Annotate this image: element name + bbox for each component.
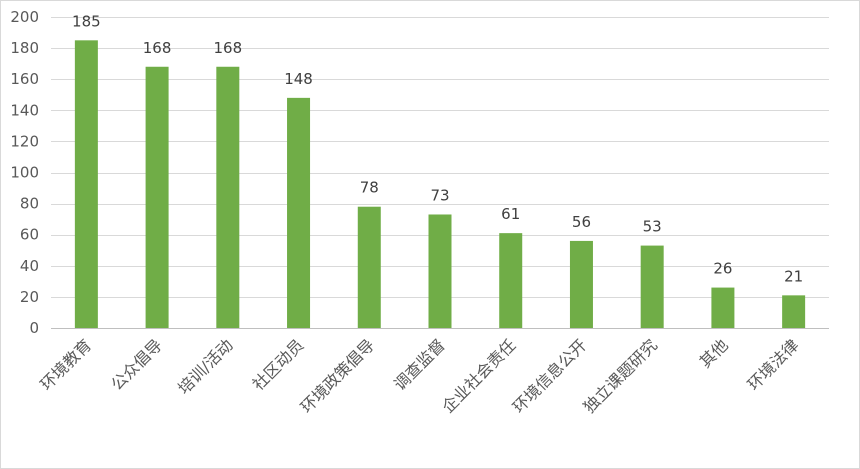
gridlines [51,17,829,329]
y-axis-ticks: 0 20 40 60 80 100 120 140 160 180 200 [10,8,39,337]
bar [74,40,98,328]
bar [428,214,452,328]
category-label: 社区动员 [249,335,308,394]
bar [145,66,169,328]
category-label: 其他 [696,335,732,371]
y-tick-label: 100 [10,164,39,182]
y-tick-label: 40 [20,257,39,275]
data-label: 56 [572,213,591,231]
bar [499,233,523,328]
category-label: 环境政策倡导 [297,335,378,416]
data-label: 78 [360,179,379,197]
data-labels: 185 168 168 148 78 73 61 56 53 26 21 [72,12,803,285]
bar [357,206,381,328]
y-tick-label: 180 [10,39,39,57]
data-label: 73 [430,186,449,204]
data-label: 26 [713,260,732,278]
category-label: 环境教育 [36,335,95,394]
category-label: 调查监督 [390,335,449,394]
data-label: 168 [143,39,172,57]
bar [782,295,806,328]
y-tick-label: 60 [20,226,39,244]
category-label: 培训/活动 [174,335,237,398]
y-tick-label: 120 [10,132,39,150]
y-tick-label: 200 [10,8,39,26]
bar [640,245,664,328]
y-tick-label: 20 [20,288,39,306]
bar [216,66,240,328]
bar [287,97,311,328]
data-label: 185 [72,12,101,30]
bar [569,240,593,328]
bar [711,287,735,328]
category-label: 环境法律 [744,335,803,394]
y-tick-label: 140 [10,101,39,119]
y-tick-label: 160 [10,70,39,88]
category-label: 公众倡导 [107,335,166,394]
y-tick-label: 0 [29,319,39,337]
data-label: 168 [213,39,242,57]
data-label: 53 [643,218,662,236]
category-label: 独立课题研究 [580,335,661,416]
data-label: 61 [501,205,520,223]
category-label: 环境信息公开 [509,335,590,416]
data-label: 21 [784,267,803,285]
bars [74,40,806,328]
category-label: 企业社会责任 [438,335,519,416]
y-tick-label: 80 [20,195,39,213]
data-label: 148 [284,70,313,88]
